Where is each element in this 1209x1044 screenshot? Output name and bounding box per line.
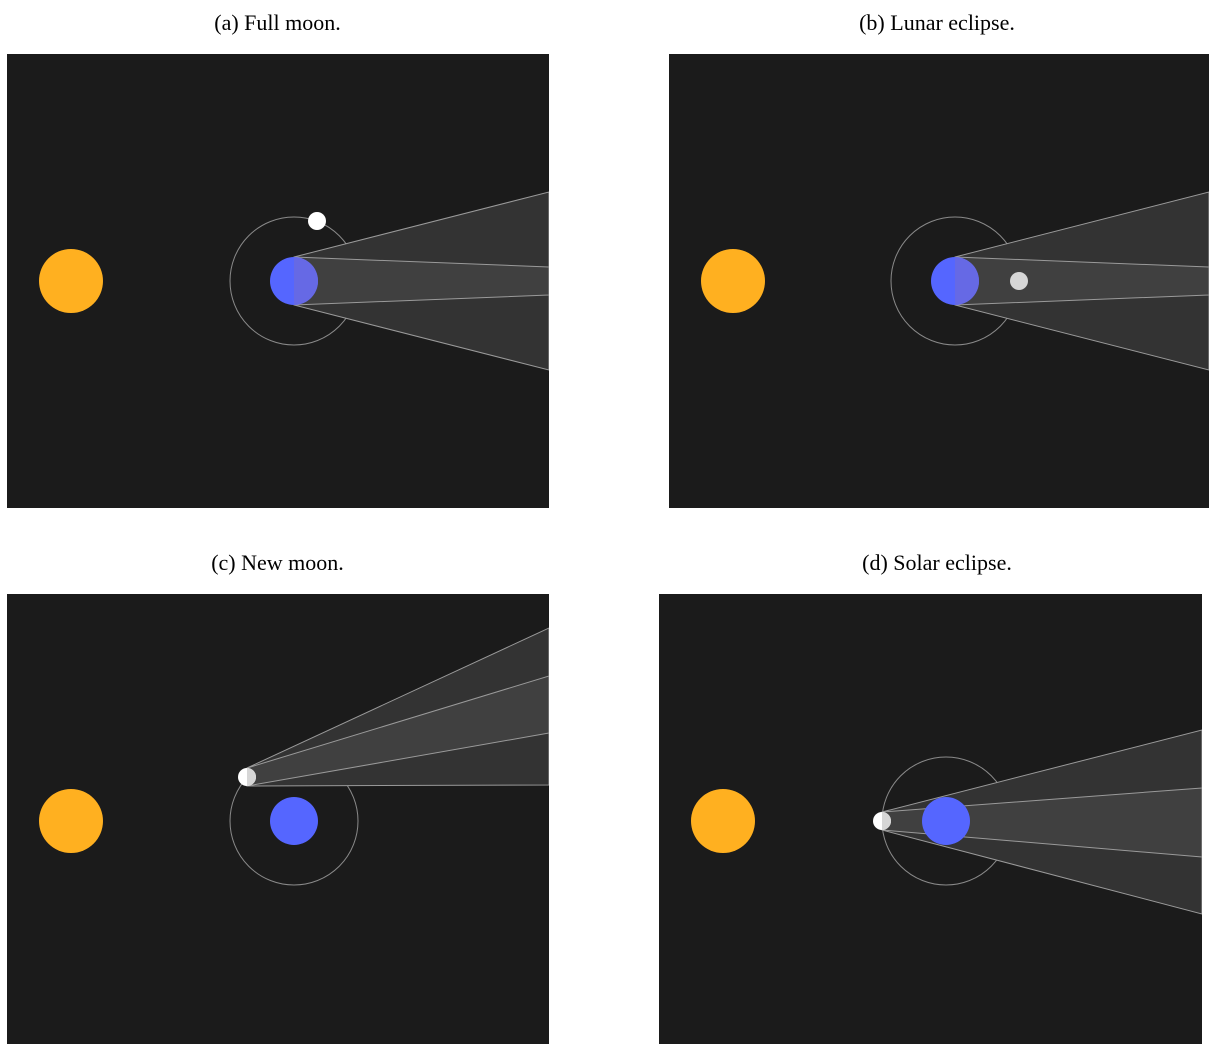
new-moon-diagram	[39, 627, 549, 886]
caption-solar-eclipse: (d) Solar eclipse.	[862, 550, 1012, 575]
sun	[691, 789, 755, 853]
moon-dark-side	[882, 812, 891, 830]
panel-full-moon	[7, 54, 549, 508]
moon	[1010, 272, 1028, 290]
caption-lunar-eclipse: (b) Lunar eclipse.	[859, 10, 1015, 35]
sun	[39, 249, 103, 313]
full-moon-diagram	[39, 191, 549, 371]
earth	[270, 797, 318, 845]
panel-new-moon	[7, 594, 549, 1044]
panel-solar-eclipse	[659, 594, 1202, 1044]
earth-night-side	[955, 257, 979, 305]
moon	[308, 212, 326, 230]
caption-new-moon: (c) New moon.	[211, 550, 344, 575]
moon-dark-side	[247, 768, 256, 786]
earth	[922, 797, 970, 845]
solar-eclipse-diagram	[691, 729, 1202, 915]
sun	[39, 789, 103, 853]
panel-lunar-eclipse	[669, 54, 1209, 508]
earth-night-side	[294, 257, 318, 305]
caption-full-moon: (a) Full moon.	[214, 10, 341, 35]
sun	[701, 249, 765, 313]
lunar-eclipse-diagram	[701, 191, 1209, 371]
